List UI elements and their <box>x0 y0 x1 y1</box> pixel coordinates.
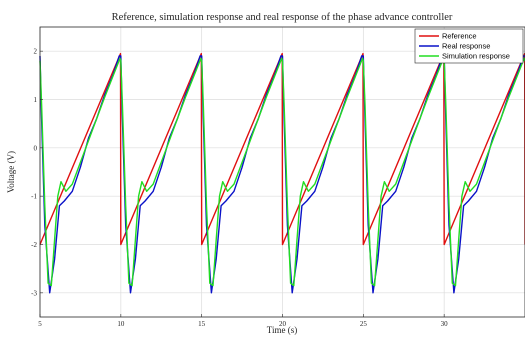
y-tick-label: -2 <box>31 241 37 249</box>
x-tick-label: 15 <box>198 320 206 328</box>
x-axis-label: Time (s) <box>267 325 297 335</box>
y-tick-label: 2 <box>34 48 38 56</box>
legend-label: Real response <box>442 42 490 51</box>
chart-title: Reference, simulation response and real … <box>112 12 453 23</box>
x-tick-label: 25 <box>360 320 368 328</box>
y-tick-label: 0 <box>34 144 38 152</box>
ticks: 5 10 15 20 25 30 -3 -2 -1 0 1 2 <box>31 48 448 328</box>
x-tick-label: 20 <box>279 320 287 328</box>
y-tick-label: -1 <box>31 193 37 201</box>
x-tick-label: 5 <box>38 320 42 328</box>
y-tick-label: 1 <box>34 96 38 104</box>
y-tick-label: -3 <box>31 289 37 297</box>
x-tick-label: 10 <box>117 320 125 328</box>
y-axis-label: Voltage (V) <box>6 151 16 193</box>
series-line-1 <box>39 52 525 246</box>
x-tick-label: 30 <box>441 320 449 328</box>
legend-label: Reference <box>442 32 477 41</box>
legend-label: Simulation response <box>442 52 510 61</box>
